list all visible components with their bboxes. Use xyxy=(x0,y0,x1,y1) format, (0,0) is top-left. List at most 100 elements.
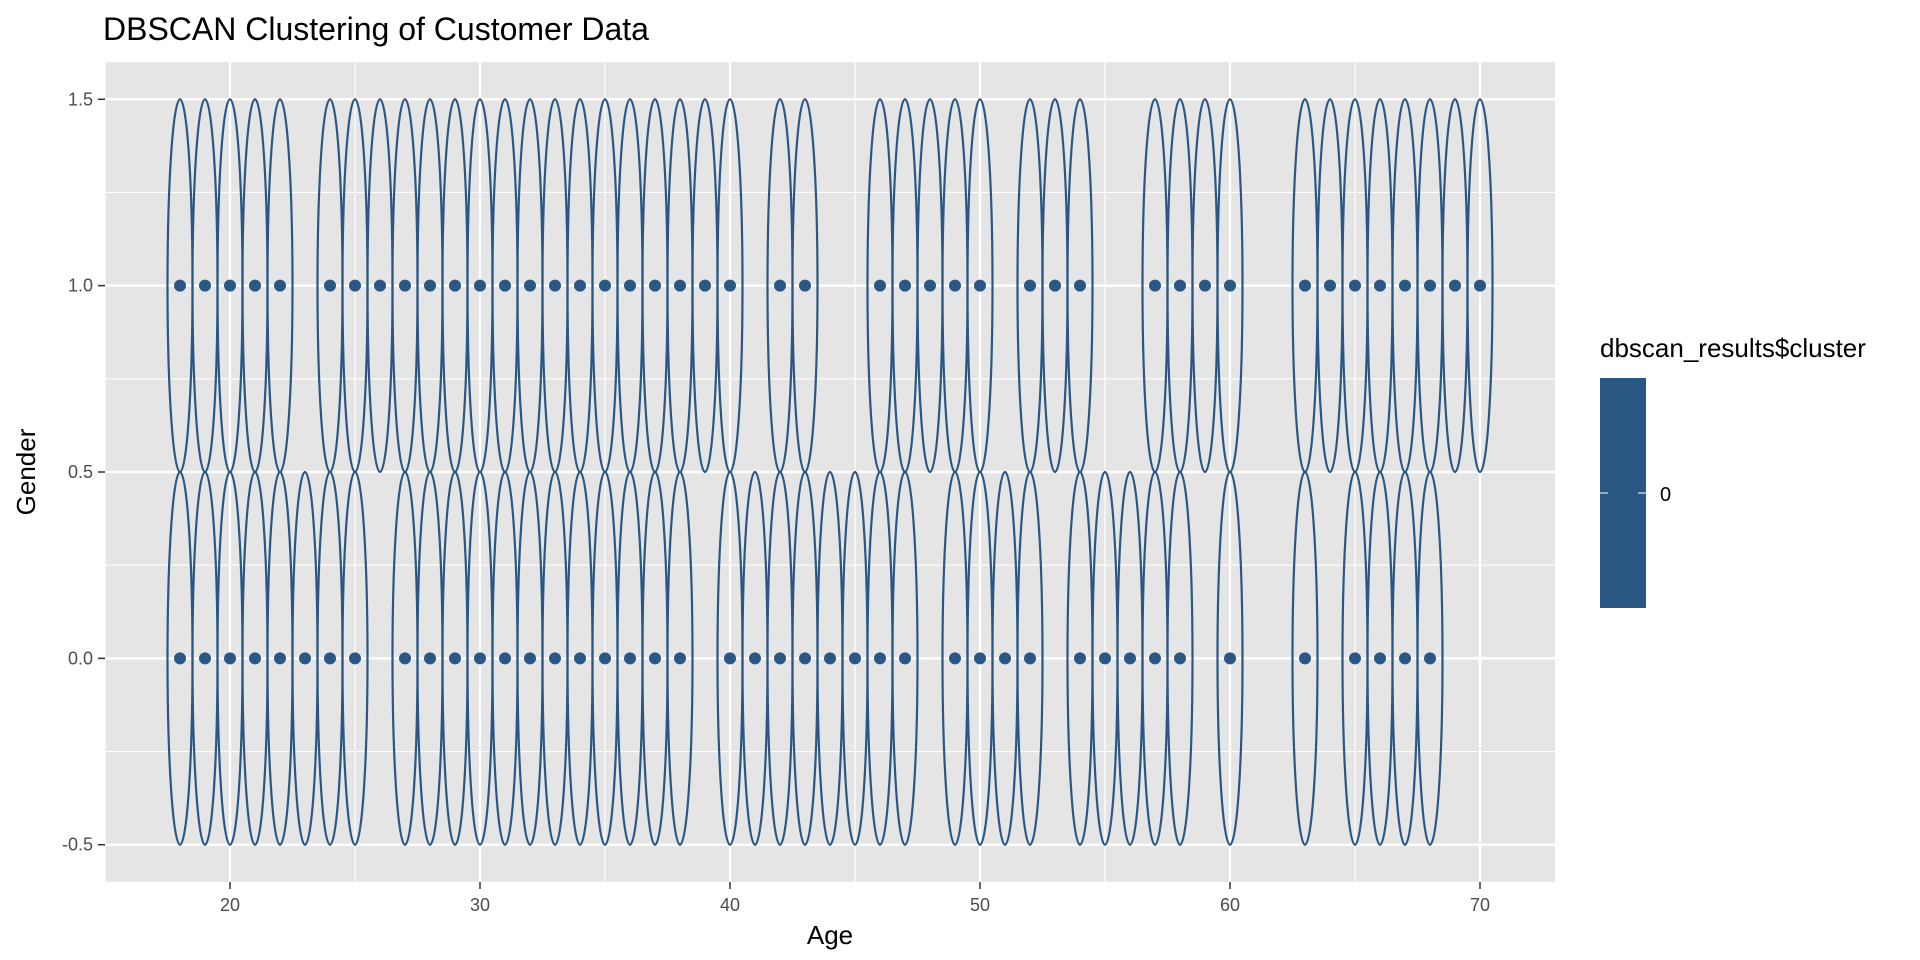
data-point xyxy=(324,280,336,292)
data-point xyxy=(649,280,661,292)
data-point xyxy=(1299,280,1311,292)
data-point xyxy=(1374,652,1386,664)
data-point xyxy=(849,652,861,664)
data-point xyxy=(449,652,461,664)
data-point xyxy=(1349,652,1361,664)
data-point xyxy=(524,652,536,664)
data-point xyxy=(1149,280,1161,292)
data-point xyxy=(1399,652,1411,664)
data-point xyxy=(1424,652,1436,664)
data-point xyxy=(624,280,636,292)
data-point xyxy=(324,652,336,664)
data-point xyxy=(174,652,186,664)
y-tick-label: 1.5 xyxy=(68,89,93,109)
data-point xyxy=(1099,652,1111,664)
data-point xyxy=(799,652,811,664)
data-point xyxy=(1224,280,1236,292)
data-point xyxy=(949,280,961,292)
data-point xyxy=(1024,280,1036,292)
x-axis-title: Age xyxy=(807,920,853,950)
x-tick-label: 40 xyxy=(720,895,740,915)
data-point xyxy=(649,652,661,664)
data-point xyxy=(1074,652,1086,664)
data-point xyxy=(624,652,636,664)
y-tick-label: 0.0 xyxy=(68,648,93,668)
legend-label-0: 0 xyxy=(1660,484,1671,506)
x-tick-label: 50 xyxy=(970,895,990,915)
data-point xyxy=(499,652,511,664)
data-point xyxy=(874,652,886,664)
data-point xyxy=(1374,280,1386,292)
data-point xyxy=(1049,280,1061,292)
data-point xyxy=(1299,652,1311,664)
y-tick-label: 0.5 xyxy=(68,462,93,482)
data-point xyxy=(674,652,686,664)
data-point xyxy=(449,280,461,292)
data-point xyxy=(1349,280,1361,292)
data-point xyxy=(774,280,786,292)
data-point xyxy=(249,652,261,664)
data-point xyxy=(474,280,486,292)
data-point xyxy=(174,280,186,292)
y-tick-label: -0.5 xyxy=(62,835,93,855)
data-point xyxy=(1124,652,1136,664)
data-point xyxy=(699,280,711,292)
data-point xyxy=(1199,280,1211,292)
data-point xyxy=(424,280,436,292)
x-tick-label: 30 xyxy=(470,895,490,915)
data-point xyxy=(199,280,211,292)
data-point xyxy=(674,280,686,292)
data-point xyxy=(899,280,911,292)
data-point xyxy=(349,652,361,664)
data-point xyxy=(974,652,986,664)
data-point xyxy=(599,280,611,292)
data-point xyxy=(474,652,486,664)
data-point xyxy=(799,280,811,292)
x-tick-label: 60 xyxy=(1220,895,1240,915)
y-tick-label: 1.0 xyxy=(68,276,93,296)
y-axis-title: Gender xyxy=(11,428,41,515)
data-point xyxy=(999,652,1011,664)
data-point xyxy=(574,280,586,292)
data-point xyxy=(974,280,986,292)
data-point xyxy=(524,280,536,292)
data-point xyxy=(924,280,936,292)
data-point xyxy=(874,280,886,292)
data-point xyxy=(499,280,511,292)
data-point xyxy=(749,652,761,664)
data-point xyxy=(299,652,311,664)
data-point xyxy=(274,652,286,664)
data-point xyxy=(224,652,236,664)
data-point xyxy=(549,280,561,292)
data-point xyxy=(724,652,736,664)
data-point xyxy=(1074,280,1086,292)
data-point xyxy=(1449,280,1461,292)
data-point xyxy=(249,280,261,292)
data-point xyxy=(349,280,361,292)
data-point xyxy=(899,652,911,664)
data-point xyxy=(1174,280,1186,292)
x-tick-label: 20 xyxy=(220,895,240,915)
x-axis-ticks: 20 30 40 50 60 70 xyxy=(220,882,1490,915)
legend-title: dbscan_results$cluster xyxy=(1600,333,1866,363)
data-point xyxy=(399,280,411,292)
data-point xyxy=(824,652,836,664)
data-point xyxy=(399,652,411,664)
data-point xyxy=(424,652,436,664)
data-point xyxy=(1024,652,1036,664)
data-point xyxy=(549,652,561,664)
data-point xyxy=(599,652,611,664)
data-point xyxy=(1399,280,1411,292)
data-point xyxy=(199,652,211,664)
data-point xyxy=(374,280,386,292)
data-point xyxy=(724,280,736,292)
data-point xyxy=(274,280,286,292)
chart-title: DBSCAN Clustering of Customer Data xyxy=(103,11,649,47)
data-point xyxy=(1424,280,1436,292)
legend: dbscan_results$cluster 0 xyxy=(1600,333,1866,608)
x-tick-label: 70 xyxy=(1470,895,1490,915)
data-point xyxy=(949,652,961,664)
data-point xyxy=(224,280,236,292)
